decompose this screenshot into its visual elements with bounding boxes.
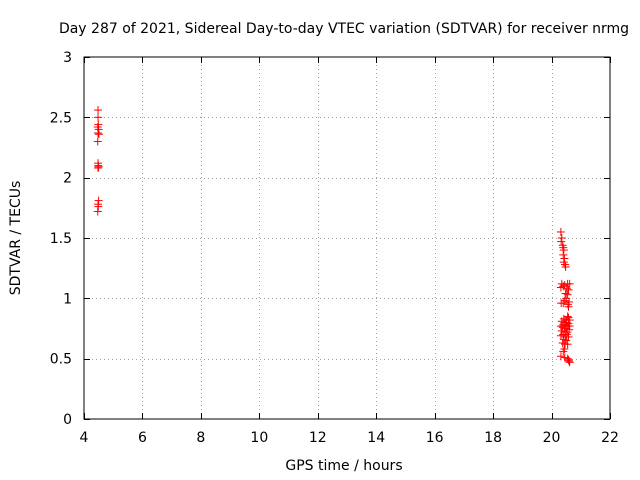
data-point — [556, 352, 565, 361]
x-tick-label: 16 — [426, 430, 444, 446]
data-points — [93, 106, 574, 367]
y-tick-label: 1 — [63, 291, 72, 307]
data-point — [565, 279, 574, 288]
data-point — [557, 299, 566, 308]
y-tick-label: 3 — [63, 50, 72, 66]
y-axis-label: SDTVAR / TECUs — [8, 181, 24, 296]
data-point — [94, 202, 103, 211]
x-tick-label: 22 — [601, 430, 619, 446]
plot-frame — [83, 56, 611, 420]
data-point — [557, 237, 566, 246]
x-tick-label: 6 — [138, 430, 147, 446]
tick-layer: 4 6 8 10 12 14 16 18 20 22 0 0.5 1 1.5 2 2.5 3 — [50, 50, 619, 446]
data-point — [560, 254, 569, 263]
data-point — [559, 246, 568, 255]
data-point — [94, 129, 103, 138]
grid-layer — [84, 57, 610, 419]
data-point — [563, 290, 572, 299]
data-point — [565, 358, 574, 367]
y-tick-label: 2.5 — [50, 110, 72, 126]
data-point — [94, 164, 103, 173]
data-point — [94, 106, 103, 115]
data-point — [561, 262, 570, 271]
y-tick-label: 2 — [63, 171, 72, 187]
data-point — [565, 357, 574, 366]
data-point — [93, 137, 102, 146]
data-point — [564, 302, 573, 311]
y-tick-label: 1.5 — [50, 231, 72, 247]
data-point — [559, 347, 568, 356]
x-tick-label: 10 — [250, 430, 268, 446]
y-tick-label: 0.5 — [50, 352, 72, 368]
data-point — [94, 130, 103, 139]
x-tick-label: 8 — [196, 430, 205, 446]
data-point — [557, 326, 566, 335]
data-point — [94, 162, 103, 171]
data-point — [565, 297, 574, 306]
data-point — [561, 289, 570, 298]
data-point — [558, 323, 567, 332]
data-point — [556, 283, 565, 292]
x-axis-label: GPS time / hours — [285, 458, 402, 474]
x-tick-label: 14 — [367, 430, 385, 446]
chart-title: Day 287 of 2021, Sidereal Day-to-day VTE… — [59, 21, 629, 37]
x-tick-label: 4 — [80, 430, 89, 446]
data-point — [93, 207, 102, 216]
x-tick-label: 18 — [484, 430, 502, 446]
data-point — [556, 227, 565, 236]
data-point — [562, 284, 571, 293]
x-tick-label: 20 — [543, 430, 561, 446]
y-tick-label: 0 — [63, 412, 72, 428]
x-tick-label: 12 — [309, 430, 327, 446]
data-point — [563, 340, 572, 349]
data-point — [94, 113, 103, 122]
data-point — [557, 234, 566, 242]
data-point — [559, 250, 568, 259]
